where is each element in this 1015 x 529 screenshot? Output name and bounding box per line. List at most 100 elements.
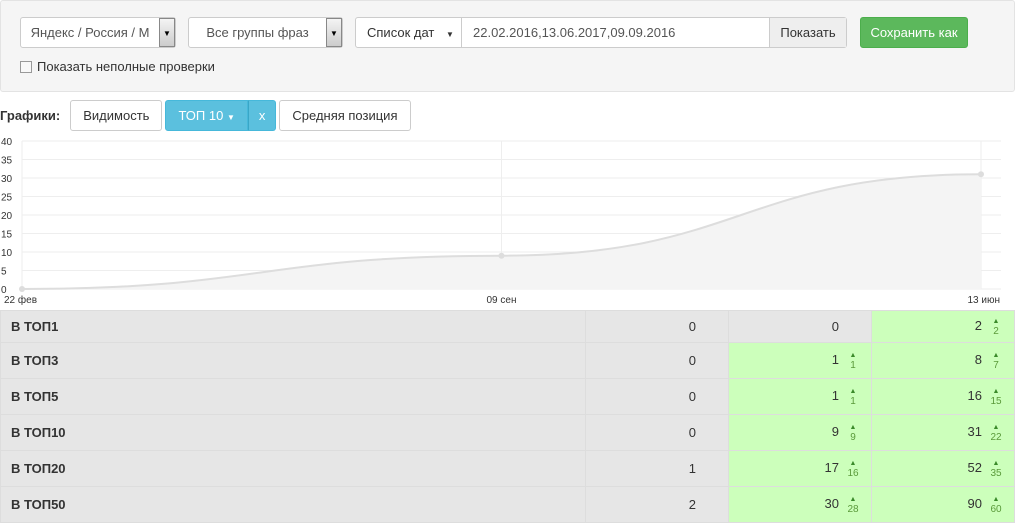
delta: ▲ 1 [845,386,861,407]
row-label: В ТОП20 [0,450,586,487]
value: 0 [688,353,696,368]
data-point[interactable] [978,171,984,178]
value: 1 [831,387,839,403]
value: 0 [688,319,696,334]
remove-top-button[interactable]: x [247,100,277,131]
value: 9 [831,423,839,439]
chevron-down-icon[interactable]: ▼ [326,18,342,47]
arrow-up-icon: ▲ [849,352,857,359]
x-tick-label: 09 сен [487,295,517,306]
charts-label: Графики: [0,108,61,123]
avg-position-button[interactable]: Средняя позиция [279,100,411,131]
table-row: В ТОП50 2 30 ▲ 28 90 ▲ 60 [0,486,1015,523]
y-tick-label: 40 [1,137,13,148]
delta: ▲ 16 [845,458,861,479]
table-row: В ТОП10 0 9 ▲ 9 31 ▲ 22 [0,414,1015,451]
arrow-up-icon: ▲ [849,388,857,395]
top-label: ТОП 10 [178,108,224,123]
arrow-up-icon: ▲ [992,460,1000,467]
value: 31 [967,423,982,439]
y-tick-label: 5 [1,267,7,278]
value: 1 [688,461,696,476]
value: 0 [688,425,696,440]
delta: ▲ 35 [988,458,1004,479]
value-cell: 1 [585,450,729,487]
delta-value: 7 [993,360,999,371]
delta: ▲ 60 [988,494,1004,515]
value: 0 [831,319,839,334]
date-mode-dropdown[interactable]: Список дат ▼ [356,18,462,47]
row-label: В ТОП50 [0,486,586,523]
value: 52 [967,459,982,475]
chevron-down-icon[interactable]: ▼ [159,18,175,47]
row-label: В ТОП10 [0,414,586,451]
incomplete-label: Показать неполные проверки [37,59,215,74]
charts-toolbar: Графики: Видимость ТОП 10 ▼ x Средняя по… [0,100,414,131]
positions-table: В ТОП1 0 0 2 ▲ 2 В ТОП3 0 1 ▲ 1 8 ▲ 7 В ТОП5 0 1 ▲ 1 16 ▲ 15 В… [0,310,1015,523]
data-point[interactable] [498,252,505,259]
value-cell: 0 [585,342,729,379]
engine-select[interactable]: Яндекс / Россия / М ▼ [20,17,176,48]
table-row: В ТОП20 1 17 ▲ 16 52 ▲ 35 [0,450,1015,487]
chart: 0 5 10 15 20 25 30 35 40 22 фев 09 сен 13 июн [1,137,1001,306]
delta: ▲ 22 [988,422,1004,443]
y-tick-label: 25 [1,193,13,204]
value: 2 [974,317,982,333]
incomplete-checkbox[interactable]: Показать неполные проверки [20,59,215,74]
save-as-button[interactable]: Сохранить как [860,17,968,48]
top-dropdown-button[interactable]: ТОП 10 ▼ [165,100,248,131]
row-label: В ТОП5 [0,378,586,415]
value: 17 [824,459,839,475]
value: 30 [824,495,839,511]
dates-input[interactable]: 22.02.2016,13.06.2017,09.09.2016 [473,25,676,40]
table-row: В ТОП1 0 0 2 ▲ 2 [0,310,1015,343]
row-label: В ТОП3 [0,342,586,379]
x-tick-label: 22 фев [4,294,37,306]
engine-value: Яндекс / Россия / М [30,25,150,40]
value-cell: 0 [585,378,729,415]
value-cell: 16 ▲ 15 [871,378,1015,415]
arrow-up-icon: ▲ [992,424,1000,431]
value: 16 [967,387,982,403]
value-cell: 1 ▲ 1 [728,378,872,415]
value-cell: 52 ▲ 35 [871,450,1015,487]
arrow-up-icon: ▲ [992,388,1000,395]
delta-value: 15 [990,396,1002,407]
value-cell: 0 [728,310,872,343]
delta: ▲ 28 [845,494,861,515]
delta: ▲ 9 [845,422,861,443]
delta-value: 35 [990,468,1002,479]
y-tick-label: 20 [1,211,13,222]
show-button[interactable]: Показать [769,18,846,47]
y-tick-label: 15 [1,230,13,241]
checkbox-icon[interactable] [20,60,32,73]
delta: ▲ 7 [988,350,1004,371]
value-cell: 90 ▲ 60 [871,486,1015,523]
date-mode-label: Список дат [367,25,435,40]
arrow-up-icon: ▲ [849,424,857,431]
delta: ▲ 15 [988,386,1004,407]
delta-value: 1 [850,360,856,371]
delta-value: 1 [850,396,856,407]
y-tick-label: 35 [1,156,13,167]
value-cell: 0 [585,310,729,343]
value-cell: 1 ▲ 1 [728,342,872,379]
visibility-button[interactable]: Видимость [70,100,163,131]
delta: ▲ 1 [845,350,861,371]
value-cell: 30 ▲ 28 [728,486,872,523]
groups-select[interactable]: Все группы фраз ▼ [188,17,343,48]
delta-value: 28 [847,504,859,515]
data-point[interactable] [19,286,25,292]
value-cell: 31 ▲ 22 [871,414,1015,451]
y-tick-label: 0 [1,285,7,296]
x-tick-label: 13 июн [967,295,1000,306]
value: 8 [974,351,982,367]
row-label: В ТОП1 [0,310,586,343]
delta-value: 2 [993,326,999,337]
filter-panel: Яндекс / Россия / М ▼ Все группы фраз ▼ Сп… [0,0,1015,92]
delta-value: 9 [850,432,856,443]
table-row: В ТОП3 0 1 ▲ 1 8 ▲ 7 [0,342,1015,379]
value: 0 [688,389,696,404]
y-tick-label: 30 [1,174,13,185]
arrow-up-icon: ▲ [849,496,857,503]
